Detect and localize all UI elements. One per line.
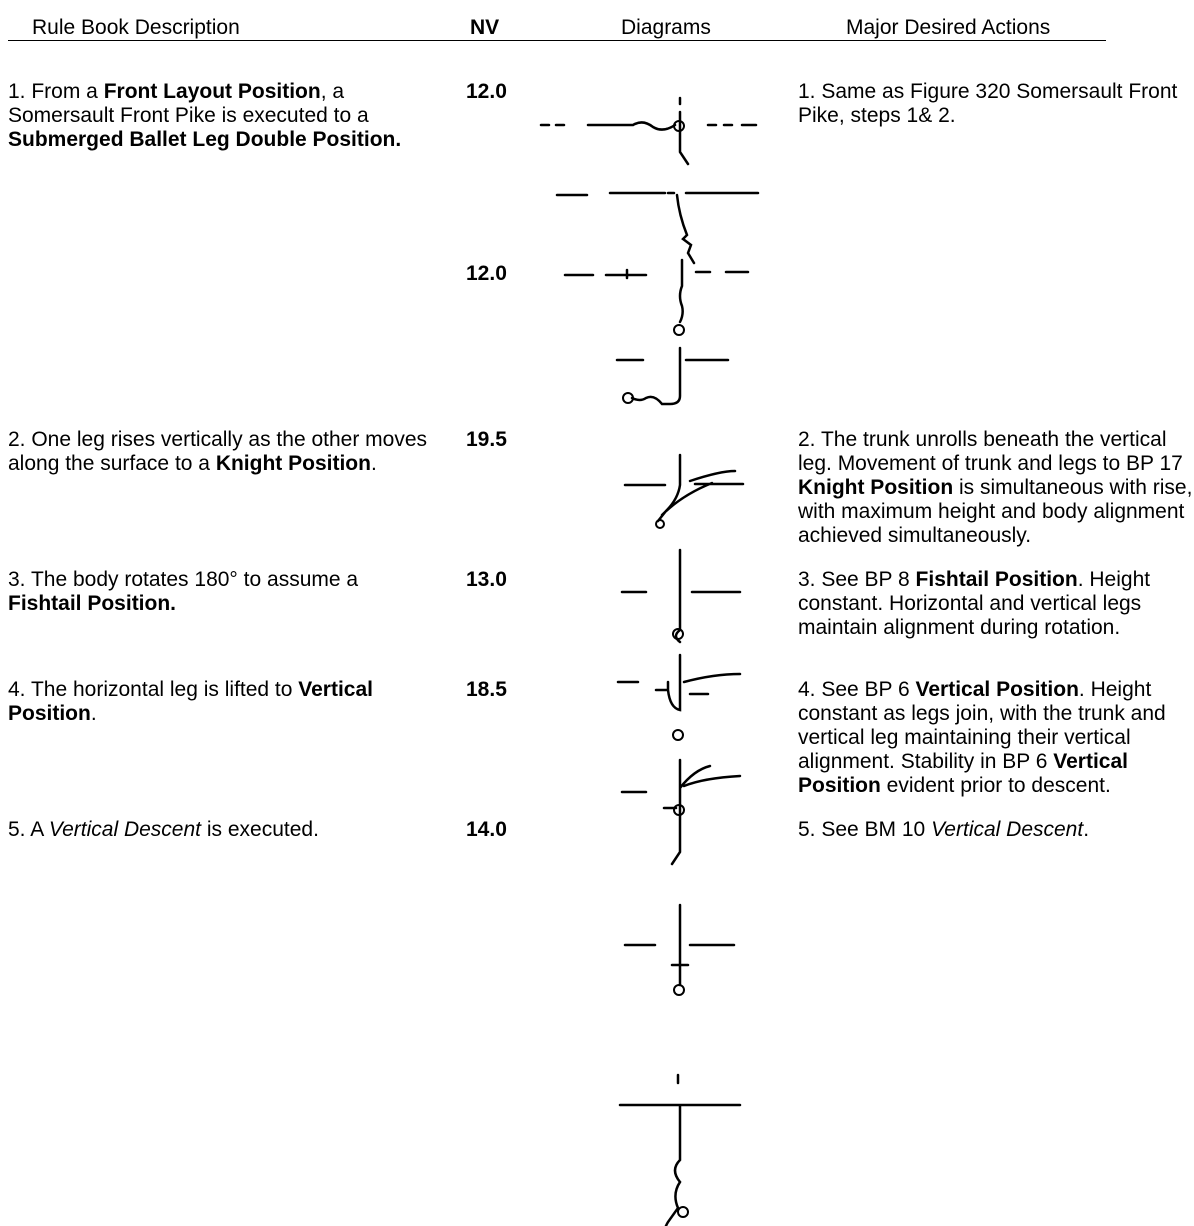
diagram-figure — [539, 96, 758, 166]
diagram-figure — [618, 1073, 742, 1226]
row-description: 2. One leg rises vertically as the other… — [8, 428, 428, 476]
header-actions: Major Desired Actions — [846, 16, 1051, 39]
row-description: 1. From a Front Layout Position, a Somer… — [8, 80, 428, 152]
text-segment: 4. See BP 6 — [798, 678, 916, 701]
text-segment: Vertical Descent — [931, 818, 1084, 841]
row-description: 4. The horizontal leg is lifted to Verti… — [8, 678, 428, 726]
text-segment: 1. Same as Figure 320 Somersault Front P… — [798, 80, 1178, 127]
text-segment: 1. From a — [8, 80, 104, 103]
row-description: 5. A Vertical Descent is executed. — [8, 818, 428, 842]
diagram-figure — [555, 191, 760, 265]
text-segment: Vertical Position — [915, 678, 1079, 701]
header-rule — [8, 40, 1106, 41]
text-segment: evident prior to descent. — [880, 774, 1111, 797]
text-segment: is executed. — [201, 818, 319, 841]
row-actions: 4. See BP 6 Vertical Position. Height co… — [798, 678, 1193, 798]
row-actions: 5. See BM 10 Vertical Descent. — [798, 818, 1193, 842]
text-segment: . — [1083, 818, 1090, 841]
row-actions: 2. The trunk unrolls beneath the vertica… — [798, 428, 1193, 548]
diagram-figure — [620, 548, 742, 644]
text-segment: Vertical Position — [8, 678, 374, 725]
diagram-figure — [620, 758, 742, 866]
text-segment: Knight Position — [215, 452, 371, 475]
row-actions: 3. See BP 8 Fishtail Position. Height co… — [798, 568, 1193, 640]
text-segment: 5. A — [8, 818, 49, 841]
text-segment: 5. See BM 10 — [798, 818, 932, 841]
nv-value: 12.0 — [466, 262, 507, 285]
header-diagrams: Diagrams — [621, 16, 711, 39]
text-segment: Fishtail Position — [915, 568, 1078, 591]
diagram-figure — [616, 653, 742, 712]
text-segment: 3. The body rotates 180° to assume a — [8, 568, 359, 591]
header-nv: NV — [470, 16, 500, 39]
text-segment: . — [370, 452, 377, 475]
text-segment: Vertical Descent — [48, 818, 201, 841]
text-segment: . Height constant. Horizontal and vertic… — [798, 568, 1151, 639]
text-segment: 4. The horizontal leg is lifted to — [8, 678, 299, 701]
nv-value: 14.0 — [466, 818, 507, 841]
text-segment: Knight Position — [798, 476, 954, 499]
text-segment: 2. The trunk unrolls beneath the vertica… — [798, 428, 1183, 475]
text-segment: . — [90, 702, 97, 725]
text-segment: 2. One leg rises vertically as the other… — [8, 428, 428, 475]
diagram-figure — [623, 903, 736, 987]
diagram-figure — [563, 258, 750, 324]
nv-value: 12.0 — [466, 80, 507, 103]
row-actions: 1. Same as Figure 320 Somersault Front P… — [798, 80, 1193, 128]
nv-value: 13.0 — [466, 568, 507, 591]
text-segment: Vertical Position — [798, 750, 1128, 797]
text-segment: is simultaneous with rise, with maximum … — [798, 476, 1193, 547]
nv-value: 19.5 — [466, 428, 507, 451]
text-segment: Front Layout Position — [103, 80, 321, 103]
row-description: 3. The body rotates 180° to assume a Fis… — [8, 568, 428, 616]
text-segment: . Height constant as legs join, with the… — [798, 678, 1166, 773]
text-segment: 3. See BP 8 — [798, 568, 916, 591]
diagram-figure — [623, 453, 745, 523]
text-segment: Submerged Ballet Leg Double Position. — [8, 128, 402, 151]
header-description: Rule Book Description — [32, 16, 240, 39]
text-segment: Fishtail Position. — [8, 592, 177, 615]
diagram-figure — [615, 346, 730, 406]
nv-value: 18.5 — [466, 678, 507, 701]
text-segment: , a Somersault Front Pike is executed to… — [8, 80, 369, 127]
